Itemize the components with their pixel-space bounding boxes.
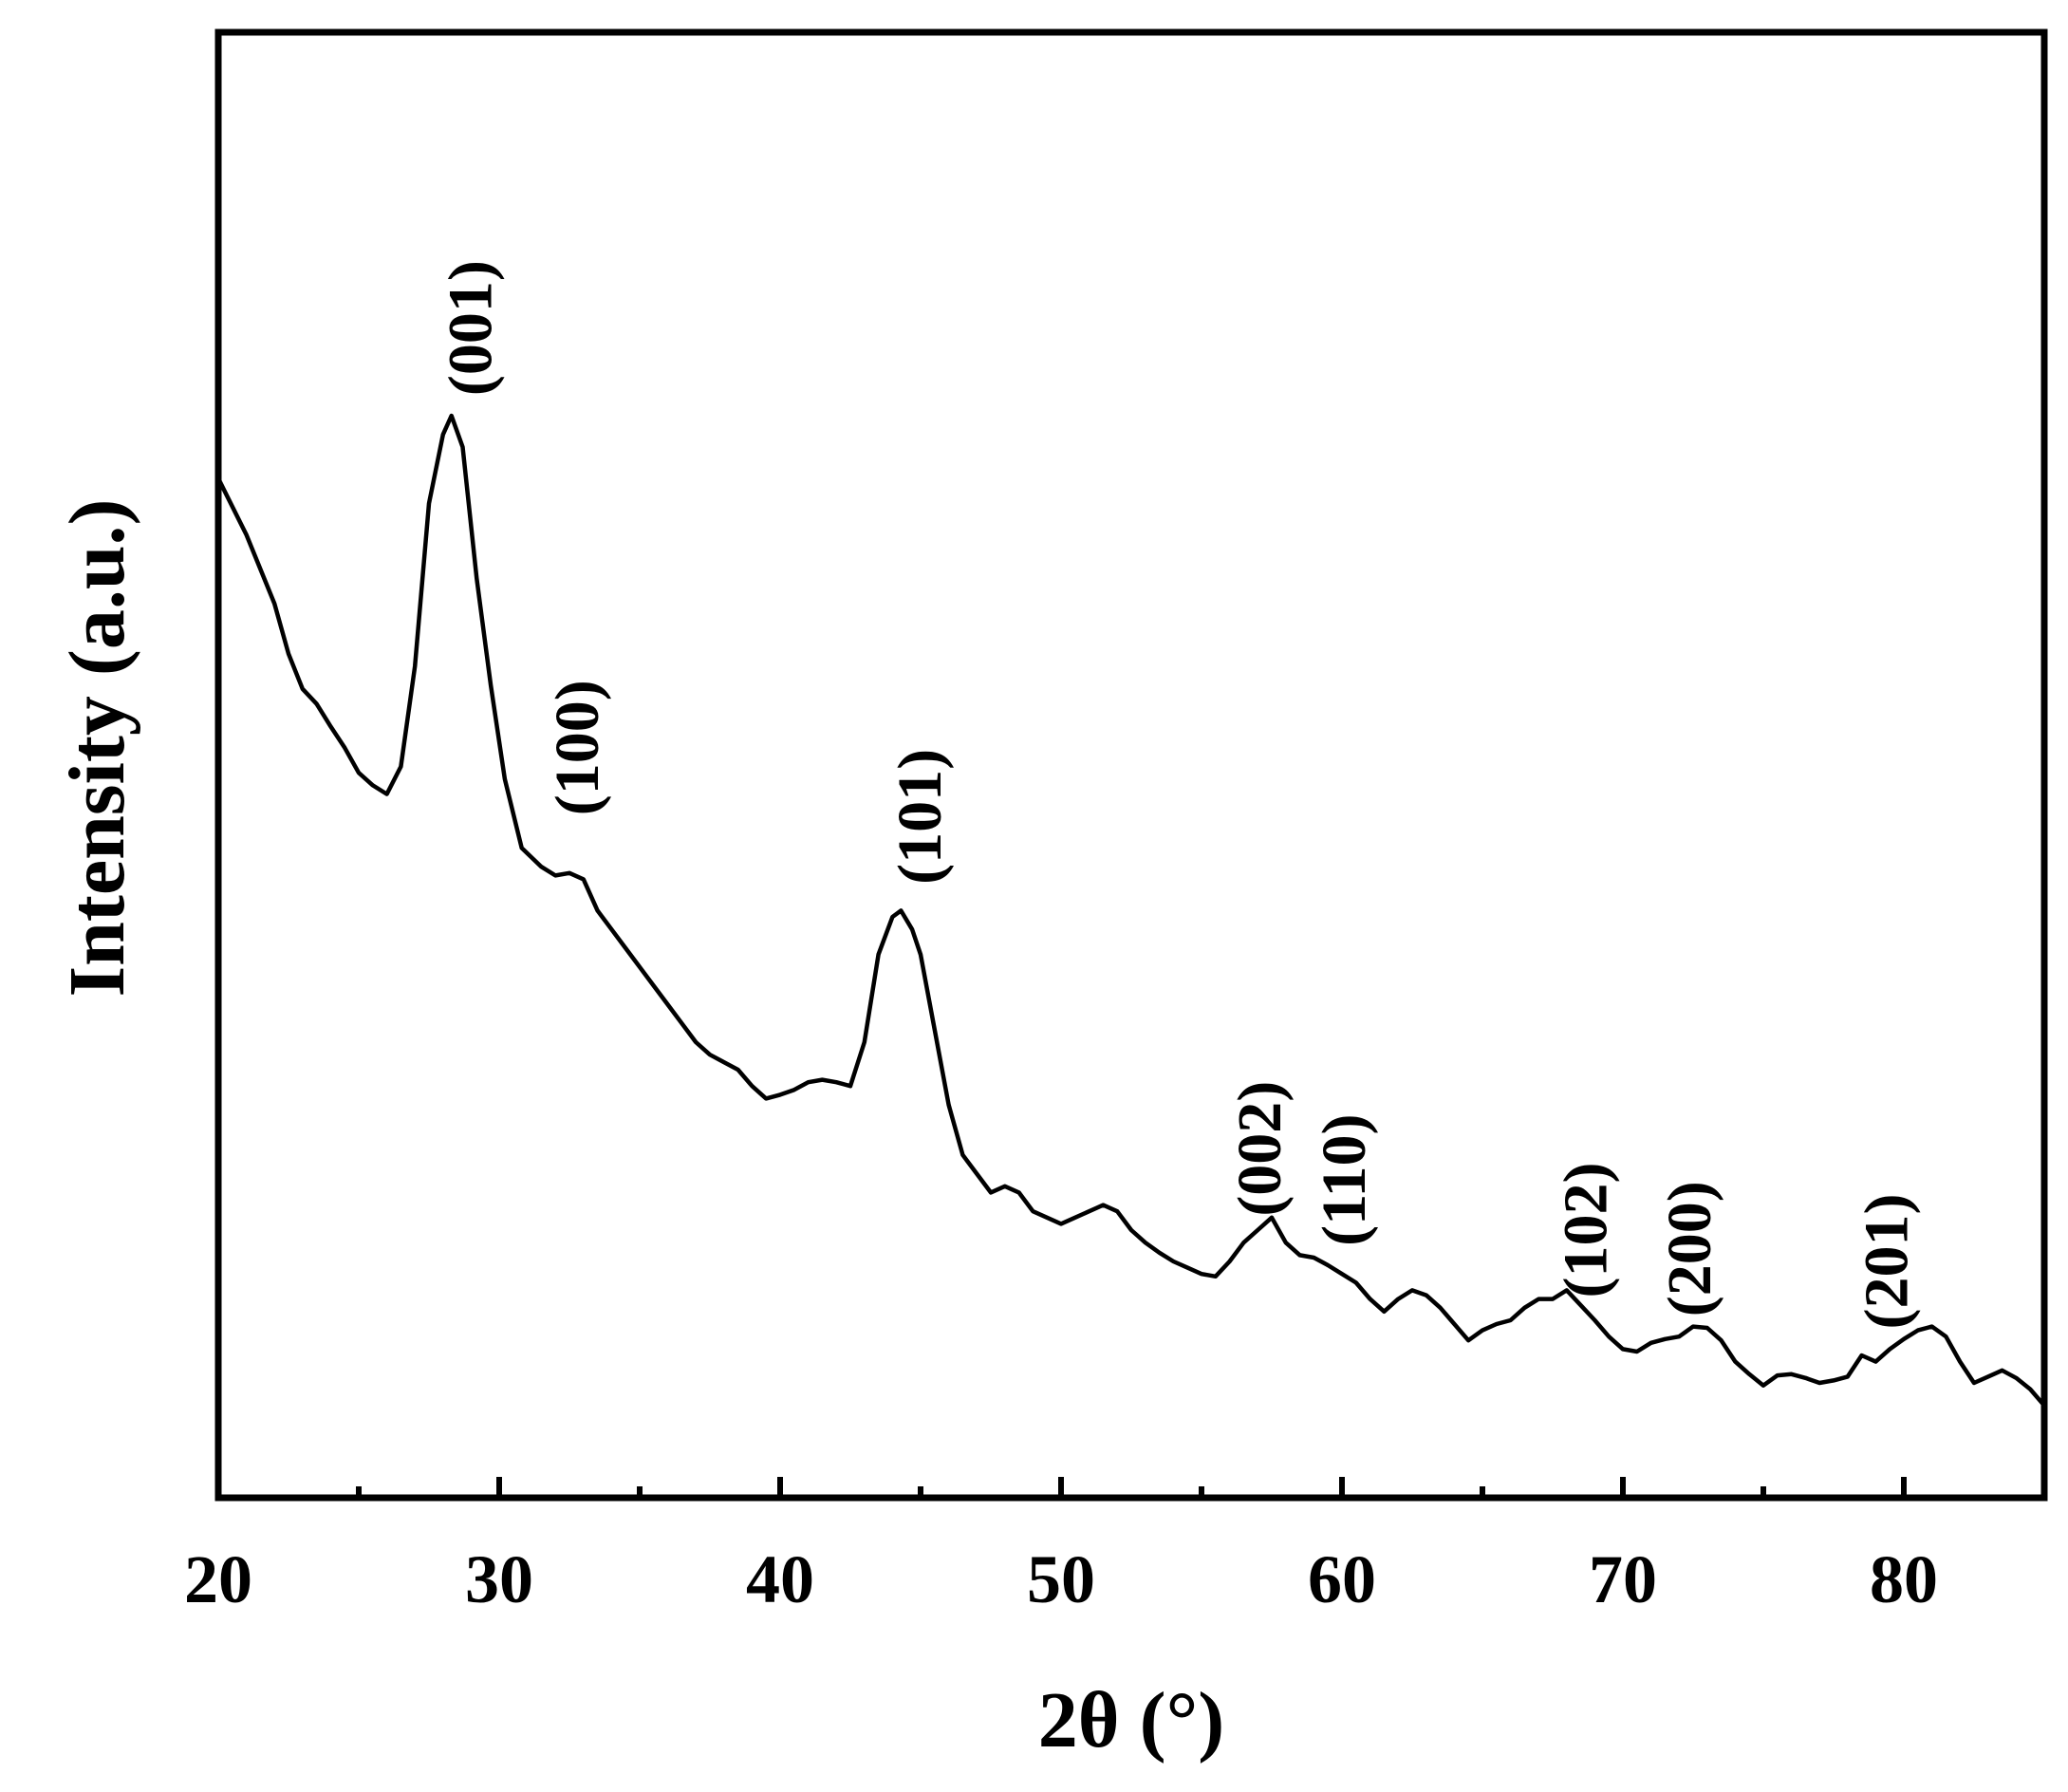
x-tick-label: 60 [1308, 1541, 1376, 1617]
x-tick-label: 30 [465, 1541, 533, 1617]
x-tick-label: 50 [1027, 1541, 1095, 1617]
x-tick-label: 70 [1589, 1541, 1657, 1617]
peak-label: (110) [1310, 1114, 1379, 1246]
x-tick-label: 40 [746, 1541, 814, 1617]
x-axis-tick-labels: 20 30 40 50 60 70 80 [184, 1541, 1938, 1617]
peak-label: (002) [1225, 1081, 1295, 1217]
peak-label: (102) [1552, 1163, 1621, 1298]
x-axis-title: 2θ (°) [1038, 1676, 1224, 1764]
plot-frame [214, 28, 2048, 1502]
x-tick-label: 20 [184, 1541, 252, 1617]
series-line [215, 413, 2047, 1409]
peak-label: (100) [543, 680, 612, 815]
y-axis-title: Intensity (a.u.) [53, 498, 141, 997]
peak-label: (101) [885, 749, 955, 885]
x-axis-ticks [215, 1477, 2047, 1498]
peak-label: (200) [1655, 1181, 1724, 1316]
peak-annotations: (001) (100) (101) (002) (110) (102) (200) (201) [436, 260, 1921, 1329]
x-tick-label: 80 [1870, 1541, 1938, 1617]
peak-label: (201) [1852, 1194, 1921, 1330]
peak-label: (001) [436, 260, 505, 396]
